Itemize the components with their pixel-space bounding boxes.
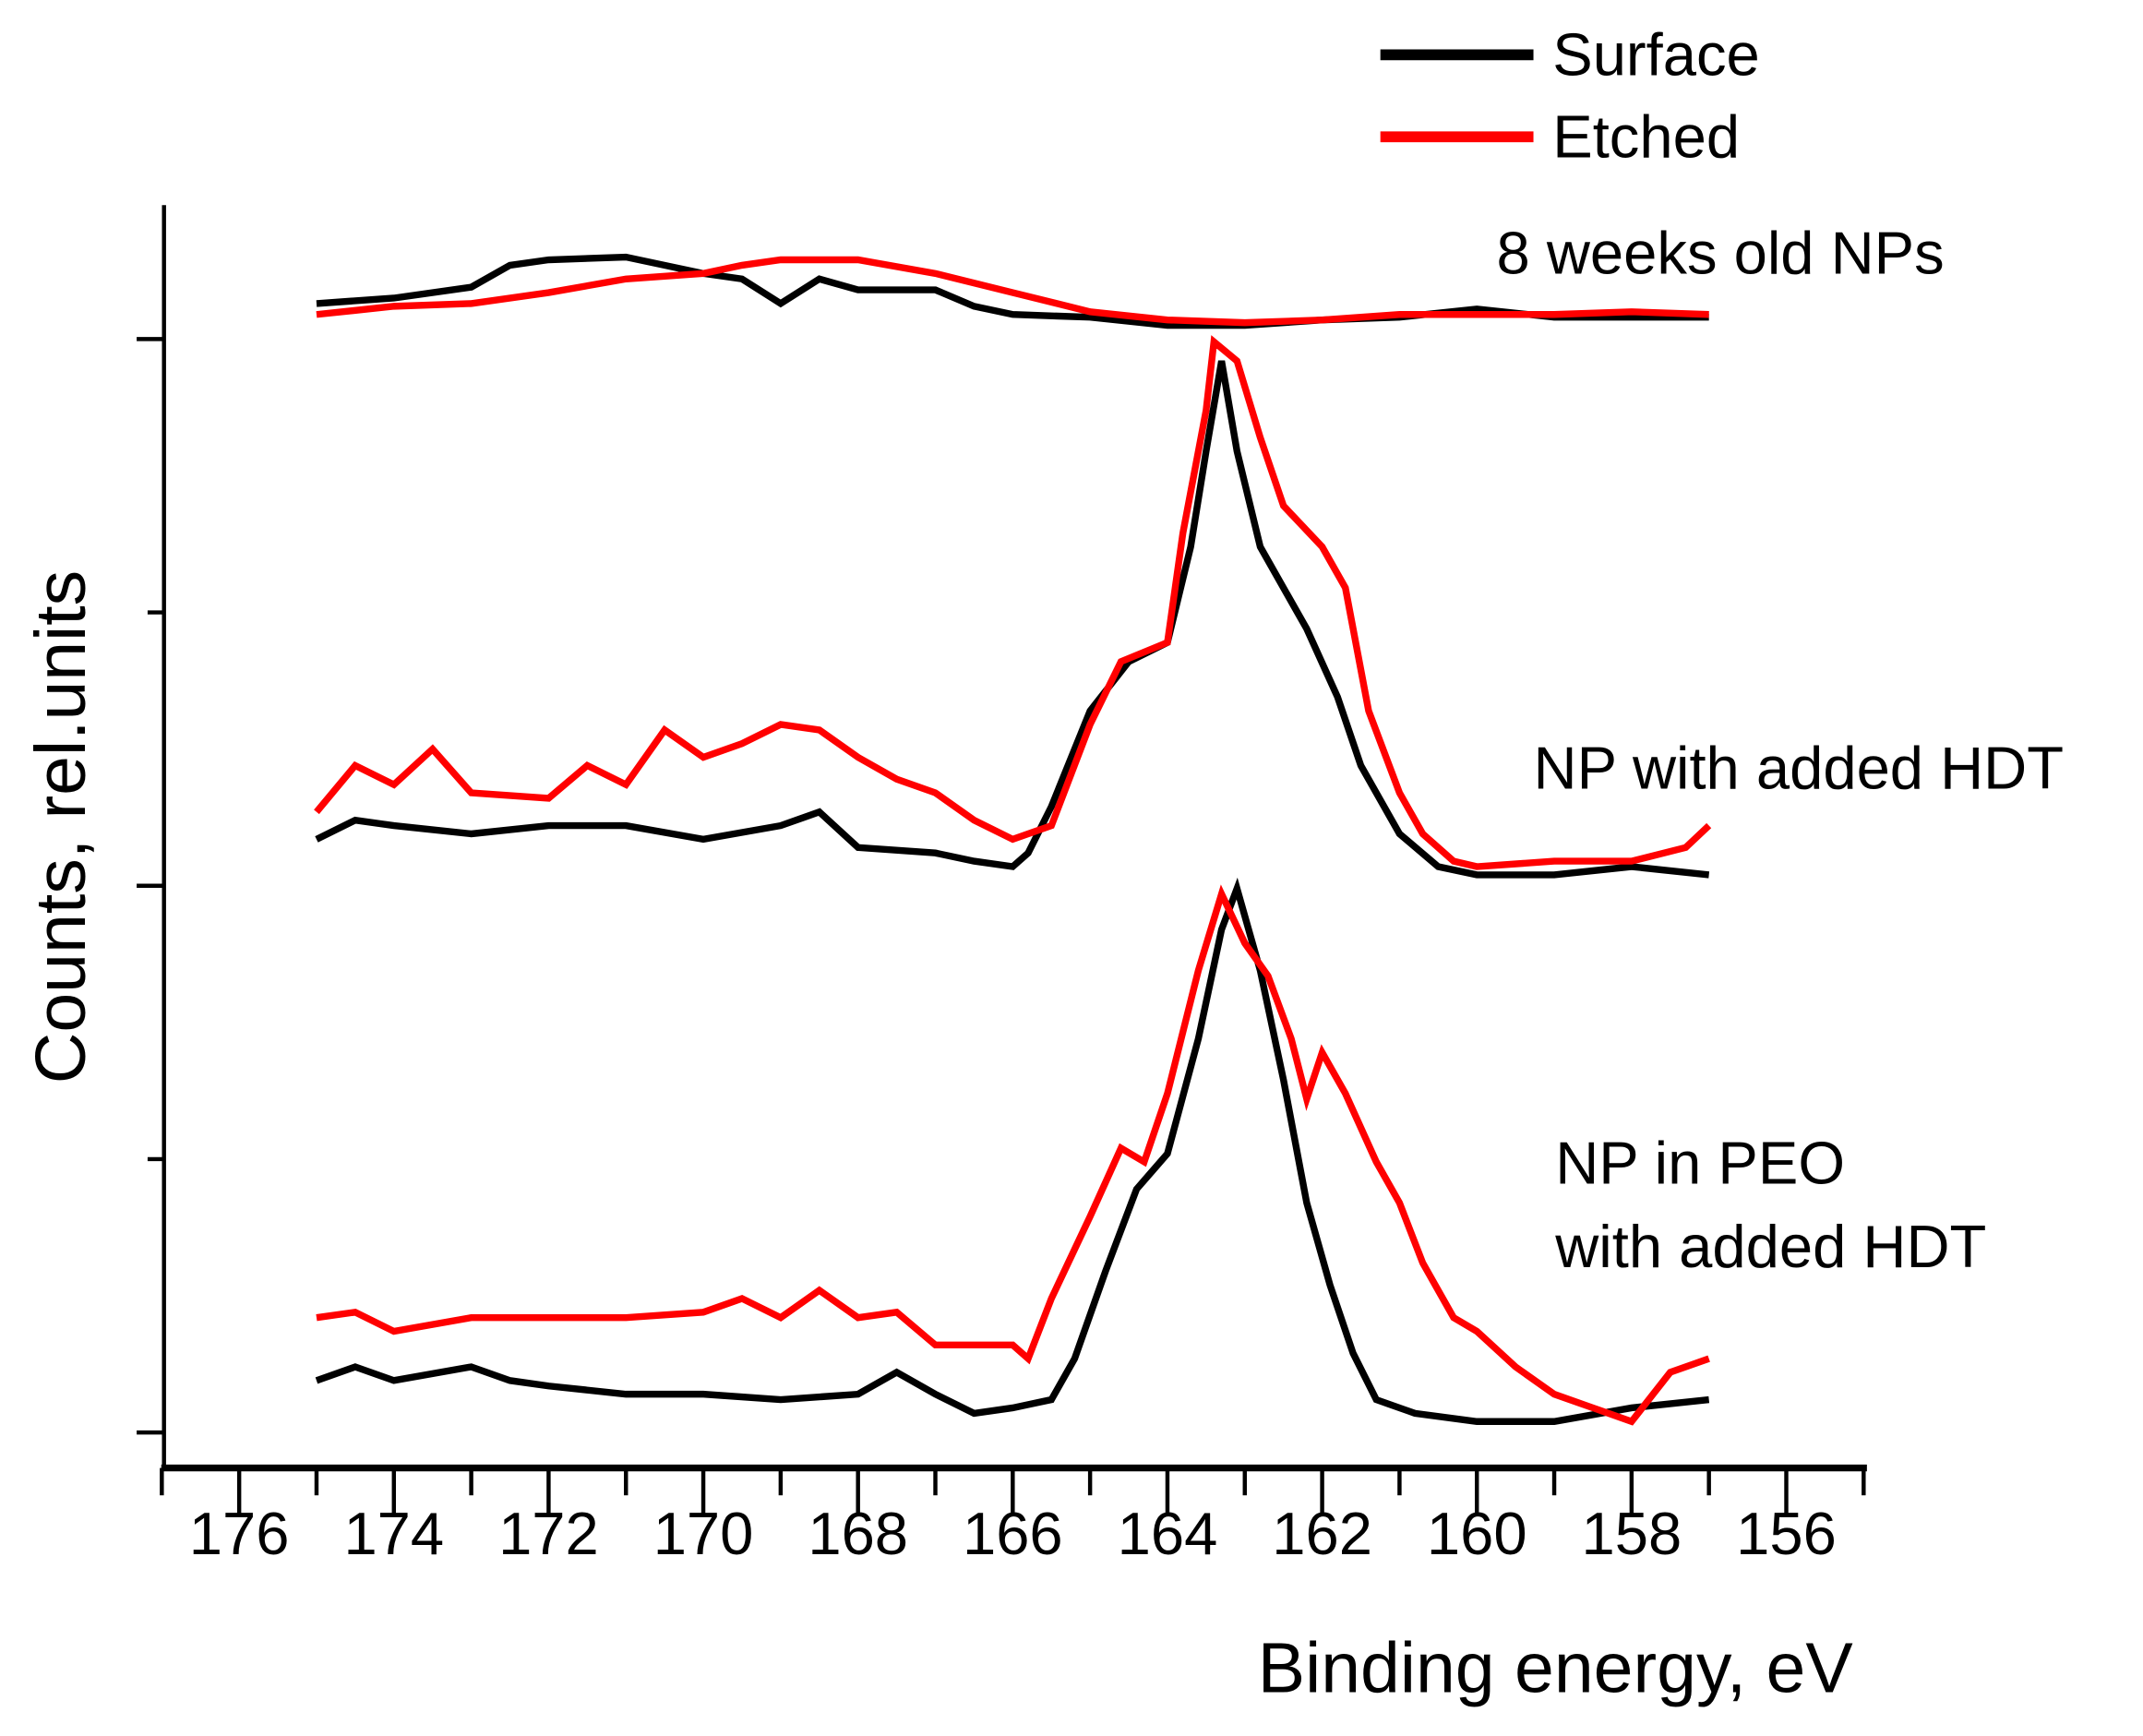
series-layer (314, 253, 1712, 1426)
x-tick-label: 172 (498, 1500, 599, 1567)
x-tick-label: 164 (1118, 1500, 1218, 1567)
annotation-np-hdt: NP with added HDT (1534, 735, 2064, 802)
series-etched-np-with-added-hdt (314, 335, 1712, 870)
annotation-8-weeks: 8 weeks old NPs (1497, 219, 1945, 286)
x-ticks: 176 174 172 170 168 166 164 162 160 158 156 (160, 1467, 1866, 1567)
annotation-np-peo-line2: with added HDT (1554, 1213, 1986, 1280)
x-tick-label: 166 (963, 1500, 1063, 1567)
legend: Surface Etched (1380, 21, 1760, 170)
legend-label-etched: Etched (1552, 102, 1740, 170)
legend-label-surface: Surface (1552, 21, 1760, 89)
x-tick-label: 158 (1582, 1500, 1682, 1567)
x-tick-label: 174 (343, 1500, 444, 1567)
x-tick-label: 170 (653, 1500, 754, 1567)
x-tick-label: 168 (808, 1500, 908, 1567)
series-surface-np-in-peo-with-added-hdt (315, 877, 1710, 1425)
annotation-np-peo-line1: NP in PEO (1555, 1130, 1845, 1197)
x-axis-title: Binding energy, eV (1258, 1628, 1854, 1707)
x-tick-label: 176 (189, 1500, 290, 1567)
x-tick-label: 156 (1736, 1500, 1837, 1567)
x-tick-label: 160 (1427, 1500, 1527, 1567)
y-axis-title: Counts, rel.units (21, 570, 101, 1084)
y-ticks (137, 337, 164, 1435)
x-tick-label: 162 (1272, 1500, 1372, 1567)
series-etched-np-in-peo-with-added-hdt (316, 884, 1710, 1426)
series-etched-8-weeks-old-nps (316, 256, 1709, 327)
